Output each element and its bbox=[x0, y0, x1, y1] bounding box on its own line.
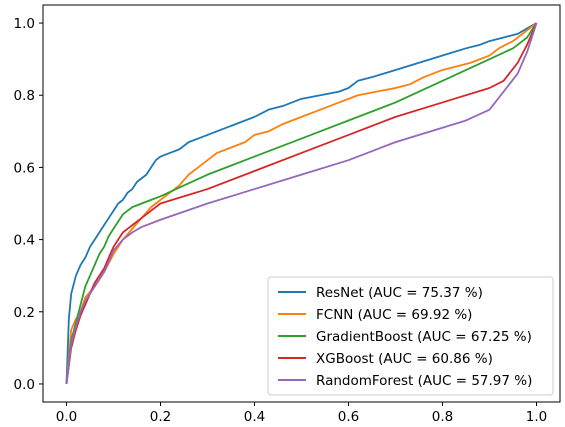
roc-curve-0 bbox=[65, 22, 537, 384]
y-tick-label-1: 0.2 bbox=[14, 305, 35, 321]
chart-curves bbox=[65, 22, 538, 385]
legend-label-1: FCNN (AUC = 69.92 %) bbox=[316, 307, 472, 323]
axis-ticks: 0.0 0.2 0.4 0.6 0.8 1.0 0.0 0.2 0.4 0.6 0.8 1.0 bbox=[14, 16, 548, 425]
y-tick-label-5: 1.0 bbox=[14, 16, 35, 32]
chart-legend: ResNet (AUC = 75.37 %) FCNN (AUC = 69.92 … bbox=[267, 276, 554, 396]
x-tick-label-1: 0.2 bbox=[150, 409, 171, 425]
roc-curve-4 bbox=[65, 22, 538, 385]
x-tick-label-3: 0.6 bbox=[338, 409, 359, 425]
x-tick-label-2: 0.4 bbox=[244, 409, 265, 425]
x-tick-label-4: 0.8 bbox=[432, 409, 453, 425]
x-tick-label-0: 0.0 bbox=[56, 409, 77, 425]
legend-label-4: RandomForest (AUC = 57.97 %) bbox=[316, 373, 532, 389]
roc-curve-3 bbox=[65, 22, 538, 385]
legend-label-2: GradientBoost (AUC = 67.25 %) bbox=[316, 329, 532, 345]
legend-label-0: ResNet (AUC = 75.37 %) bbox=[316, 285, 483, 301]
legend-box bbox=[267, 276, 554, 396]
legend-label-3: XGBoost (AUC = 60.86 %) bbox=[316, 351, 493, 367]
y-tick-label-0: 0.0 bbox=[14, 377, 35, 393]
x-tick-label-5: 1.0 bbox=[526, 409, 547, 425]
roc-curve-1 bbox=[65, 22, 538, 385]
roc-curve-2 bbox=[65, 22, 538, 385]
y-tick-label-2: 0.4 bbox=[14, 233, 35, 249]
y-tick-label-3: 0.6 bbox=[14, 160, 35, 176]
y-tick-label-4: 0.8 bbox=[14, 88, 35, 104]
axes-frame bbox=[42, 4, 561, 403]
